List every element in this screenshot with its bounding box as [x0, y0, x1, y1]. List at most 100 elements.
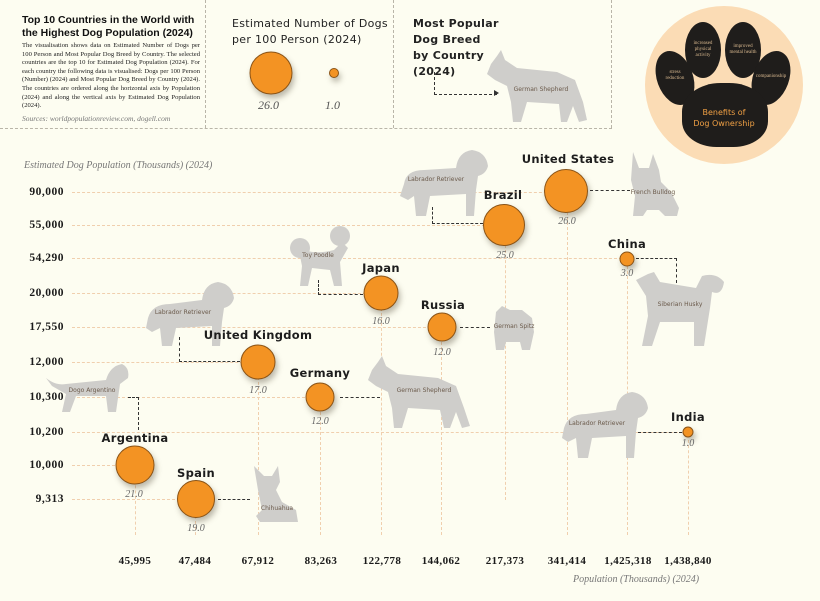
country-label-brazil: Brazil — [483, 188, 523, 202]
paw-pad — [682, 83, 768, 147]
bubble-japan[interactable] — [363, 275, 399, 311]
grid-line — [72, 432, 688, 433]
header-divider — [393, 0, 394, 128]
breed-legend-title: Most Popular Dog Breed by Country (2024) — [413, 17, 499, 78]
country-label-uk: United Kingdom — [203, 328, 313, 342]
x-tick: 122,778 — [362, 555, 402, 567]
bubble-russia[interactable] — [427, 312, 457, 342]
grid-line — [688, 440, 689, 535]
y-tick: 9,313 — [35, 493, 64, 505]
country-label-germany: Germany — [289, 366, 351, 380]
y-axis-title: Estimated Dog Population (Thousands) (20… — [24, 160, 213, 171]
header-panel — [0, 0, 612, 129]
grid-line — [72, 327, 441, 328]
german-shepherd-icon — [487, 50, 587, 122]
x-tick: 67,912 — [241, 555, 275, 567]
y-tick: 54,290 — [29, 252, 64, 264]
connector-arrow — [340, 397, 380, 398]
connector-arrow — [432, 207, 483, 224]
german-spitz-icon — [494, 306, 534, 350]
x-tick: 1,425,318 — [604, 555, 652, 567]
size-legend-min: 1.0 — [325, 98, 340, 112]
y-tick: 20,000 — [29, 287, 64, 299]
grid-line — [72, 499, 195, 500]
grid-line — [72, 397, 320, 398]
grid-line — [258, 372, 259, 535]
connector-arrow — [638, 432, 682, 433]
bubble-spain[interactable] — [177, 480, 215, 518]
bubble-us[interactable] — [544, 169, 588, 213]
x-tick: 341,414 — [547, 555, 587, 567]
country-label-argentina: Argentina — [101, 431, 169, 445]
country-label-us: United States — [521, 152, 615, 166]
connector-arrow — [460, 327, 490, 328]
german-shepherd-icon — [368, 356, 470, 428]
grid-line — [195, 510, 196, 535]
header-divider — [205, 0, 206, 128]
grid-line — [505, 245, 506, 500]
size-legend-large-bubble — [249, 51, 293, 95]
labrador-retriever-icon — [400, 150, 488, 216]
country-label-india: India — [671, 410, 705, 424]
country-label-russia: Russia — [420, 298, 466, 312]
bubble-uk[interactable] — [240, 344, 276, 380]
x-tick: 144,062 — [421, 555, 461, 567]
y-tick: 10,300 — [29, 391, 64, 403]
legend-breed-label: German Shepherd — [513, 86, 569, 93]
connector-arrow — [128, 397, 139, 430]
chihuahua-icon — [254, 466, 298, 522]
bubble-china[interactable] — [619, 251, 635, 267]
y-tick: 90,000 — [29, 186, 64, 198]
x-tick: 83,263 — [304, 555, 338, 567]
connector-arrow — [318, 280, 363, 295]
bubble-brazil[interactable] — [483, 204, 525, 246]
legend-arrow — [434, 72, 497, 95]
y-tick: 12,000 — [29, 356, 64, 368]
sources-note: Sources: worldpopulationreview.com, doge… — [22, 114, 171, 123]
x-tick: 217,373 — [485, 555, 525, 567]
y-tick: 10,200 — [29, 426, 64, 438]
grid-line — [320, 407, 321, 535]
country-label-spain: Spain — [177, 466, 215, 480]
connector-arrow — [179, 337, 240, 362]
chart-title: Top 10 Countries in the World with the H… — [22, 14, 195, 39]
x-tick: 1,438,840 — [664, 555, 712, 567]
bubble-argentina[interactable] — [115, 445, 155, 485]
country-label-china: China — [607, 237, 647, 251]
connector-arrow — [218, 499, 250, 500]
connector-arrow — [636, 258, 677, 283]
chart-description: The visualisation shows data on Estimate… — [22, 42, 200, 110]
grid-line — [72, 258, 627, 259]
grid-line — [441, 337, 442, 535]
siberian-husky-icon — [636, 272, 724, 346]
dogo-argentino-icon — [46, 364, 129, 412]
grid-line — [567, 212, 568, 535]
size-legend-small-bubble — [329, 68, 339, 78]
connector-arrow — [590, 190, 630, 191]
labrador-retriever-icon — [562, 392, 648, 458]
size-legend-title: Estimated Number of Dogs per 100 Person … — [232, 17, 388, 46]
paw-center-text: Benefits of Dog Ownership — [693, 108, 755, 128]
grid-line — [381, 303, 382, 535]
grid-line — [72, 465, 135, 466]
grid-line — [72, 362, 258, 363]
y-tick: 10,000 — [29, 459, 64, 471]
grid-line — [72, 192, 567, 193]
header-divider — [611, 0, 612, 128]
y-tick: 55,000 — [29, 219, 64, 231]
french-bulldog-icon — [631, 152, 679, 216]
size-legend-max: 26.0 — [258, 98, 279, 112]
x-tick: 47,484 — [178, 555, 212, 567]
x-axis-title: Population (Thousands) (2024) — [573, 574, 700, 585]
y-tick: 17,550 — [29, 321, 64, 333]
labrador-retriever-icon — [146, 282, 234, 346]
bubble-india[interactable] — [682, 426, 694, 438]
x-tick: 45,995 — [118, 555, 152, 567]
grid-line — [72, 225, 505, 226]
country-label-japan: Japan — [362, 261, 400, 275]
grid-line — [135, 475, 136, 535]
paw-toe — [685, 22, 721, 78]
toy-poodle-icon — [290, 226, 350, 286]
arrow-head-icon — [494, 90, 499, 96]
bubble-germany[interactable] — [305, 382, 335, 412]
